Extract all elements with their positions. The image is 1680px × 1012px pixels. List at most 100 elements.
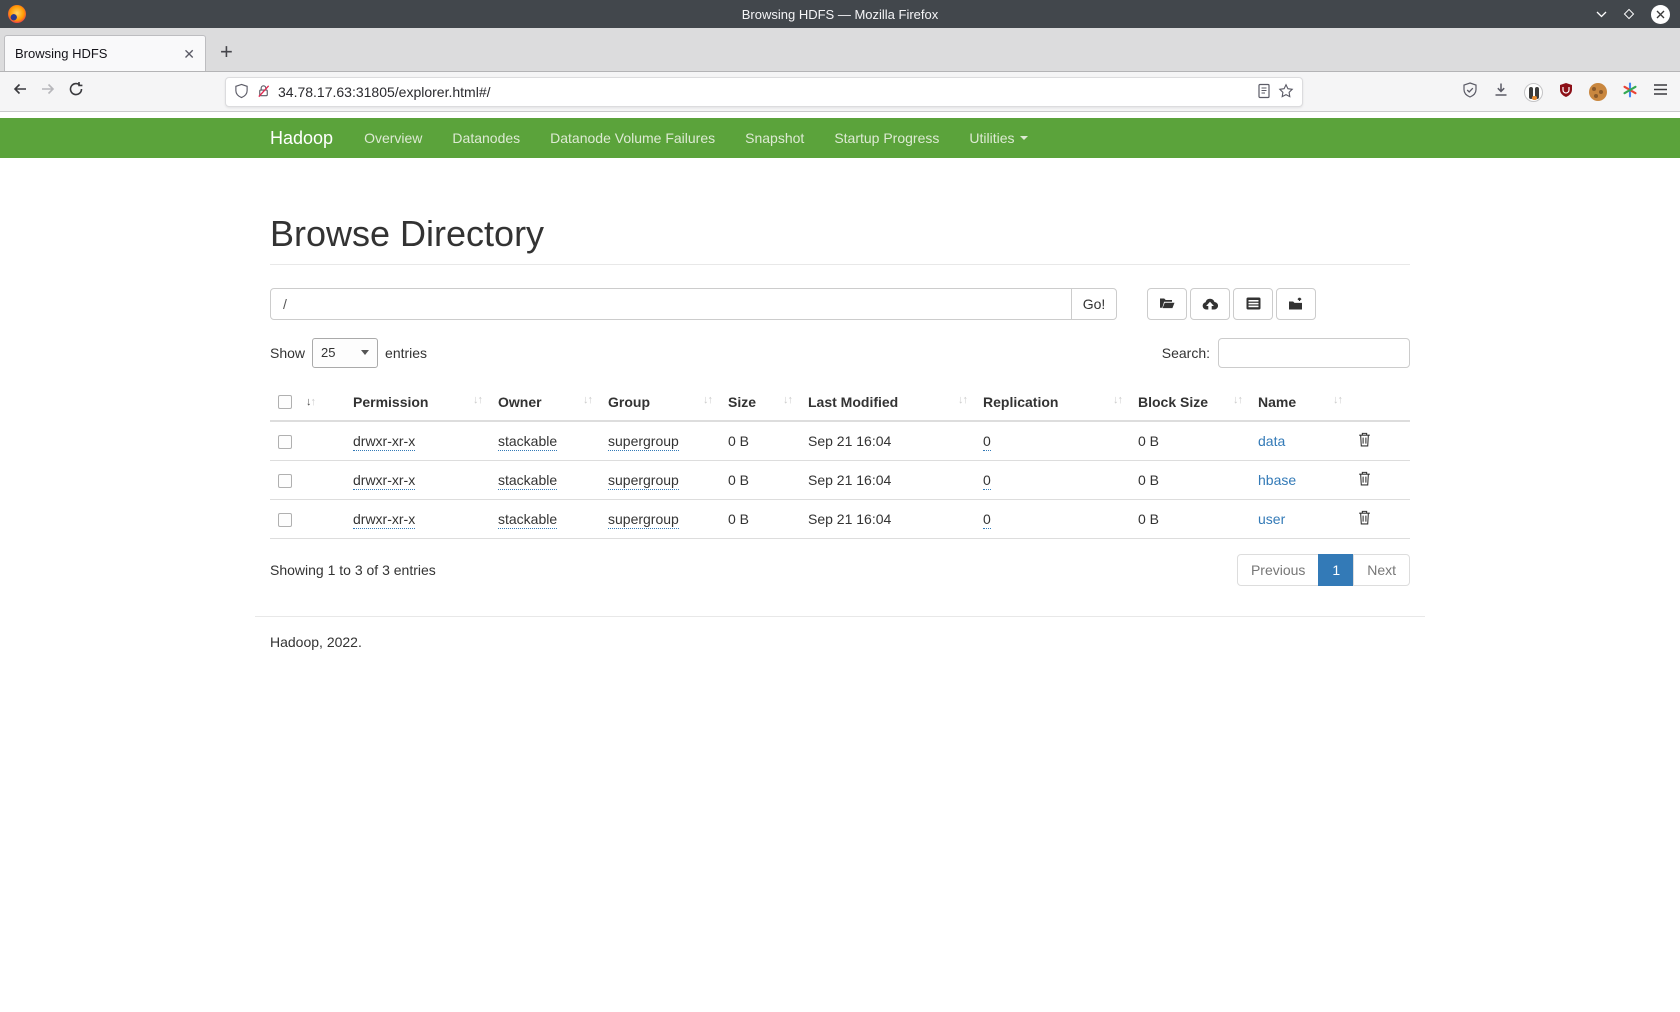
pagination-previous[interactable]: Previous	[1236, 553, 1320, 586]
extension-icon-colorful[interactable]	[1622, 82, 1638, 103]
entries-label: entries	[385, 344, 428, 361]
cookie-extension-icon[interactable]	[1589, 83, 1607, 101]
show-label: Show	[270, 344, 306, 361]
replication-editable[interactable]: 0	[983, 510, 991, 529]
owner-editable[interactable]: stackable	[498, 510, 558, 529]
sort-icon: ↓↑	[1113, 393, 1123, 406]
directory-link[interactable]: user	[1258, 510, 1286, 527]
column-header-last-modified[interactable]: Last Modified ↓↑	[800, 383, 975, 422]
tab-close-icon[interactable]: ✕	[183, 45, 195, 62]
sort-icon: ↓↑	[958, 393, 968, 406]
group-editable[interactable]: supergroup	[608, 432, 679, 451]
go-button[interactable]: Go!	[1071, 287, 1117, 320]
window-minimize-icon[interactable]	[1596, 11, 1607, 18]
size-cell: 0 B	[720, 498, 800, 539]
nav-item-overview[interactable]: Overview	[364, 130, 423, 146]
folder-open-button[interactable]	[1147, 287, 1187, 320]
column-header-permission[interactable]: Permission ↓↑	[345, 383, 490, 422]
new-tab-button[interactable]: +	[220, 39, 233, 64]
block-size-cell: 0 B	[1130, 498, 1250, 539]
footer-divider	[255, 615, 1425, 617]
column-header-block-size[interactable]: Block Size ↓↑	[1130, 383, 1250, 422]
sort-icon: ↓↑	[1333, 393, 1343, 406]
menu-hamburger-icon[interactable]	[1653, 83, 1668, 101]
sort-icon: ↓↑	[783, 393, 793, 406]
navbar-brand-hadoop[interactable]: Hadoop	[270, 127, 334, 148]
url-text[interactable]: 34.78.17.63:31805/explorer.html#/	[278, 84, 491, 100]
sort-icon: ↓↑	[306, 395, 316, 408]
column-header-replication[interactable]: Replication ↓↑	[975, 383, 1130, 422]
permission-editable[interactable]: drwxr-xr-x	[353, 510, 416, 529]
directory-path-input[interactable]	[270, 287, 1072, 320]
directory-link[interactable]: data	[1258, 432, 1286, 449]
pagination-page-1[interactable]: 1	[1318, 553, 1355, 586]
create-directory-button[interactable]	[1276, 287, 1316, 320]
url-bar[interactable]: 34.78.17.63:31805/explorer.html#/	[225, 77, 1303, 107]
ublock-origin-icon[interactable]	[1558, 82, 1574, 103]
modified-cell: Sep 21 16:04	[800, 420, 975, 461]
table-header-row: ↓↑ Permission ↓↑ Owner ↓↑ Group ↓↑ Size ↓↑ L…	[270, 383, 1410, 422]
nav-item-startup-progress[interactable]: Startup Progress	[834, 130, 940, 146]
row-checkbox[interactable]	[278, 512, 292, 527]
reload-icon[interactable]	[68, 81, 84, 102]
directory-link[interactable]: hbase	[1258, 471, 1297, 488]
column-header-size[interactable]: Size ↓↑	[720, 383, 800, 422]
lock-insecure-icon[interactable]	[256, 83, 271, 102]
block-size-cell: 0 B	[1130, 420, 1250, 461]
modified-cell: Sep 21 16:04	[800, 498, 975, 539]
delete-trash-icon[interactable]	[1358, 471, 1371, 489]
cloud-upload-icon	[1202, 298, 1218, 310]
select-caret-icon	[361, 350, 370, 356]
nav-item-utilities[interactable]: Utilities	[954, 130, 1042, 146]
search-label: Search:	[1161, 344, 1210, 361]
browser-tab[interactable]: Browsing HDFS ✕	[4, 35, 206, 71]
owner-editable[interactable]: stackable	[498, 471, 558, 490]
permission-editable[interactable]: drwxr-xr-x	[353, 471, 416, 490]
file-list-button[interactable]	[1233, 287, 1273, 320]
forward-icon[interactable]	[40, 81, 56, 102]
chevron-down-icon	[1019, 136, 1028, 140]
extension-icon-badger[interactable]	[1524, 82, 1543, 102]
delete-trash-icon[interactable]	[1358, 432, 1371, 450]
reader-mode-icon[interactable]	[1257, 83, 1271, 102]
column-header-name[interactable]: Name ↓↑	[1250, 383, 1350, 422]
nav-item-snapshot[interactable]: Snapshot	[745, 130, 805, 146]
back-icon[interactable]	[12, 81, 28, 102]
row-checkbox[interactable]	[278, 434, 292, 449]
window-close-icon[interactable]	[1651, 4, 1670, 24]
column-header-owner[interactable]: Owner ↓↑	[490, 383, 600, 422]
delete-trash-icon[interactable]	[1358, 510, 1371, 528]
group-editable[interactable]: supergroup	[608, 471, 679, 490]
page-title: Browse Directory	[270, 213, 545, 254]
downloads-icon[interactable]	[1493, 82, 1509, 103]
row-checkbox[interactable]	[278, 473, 292, 488]
firefox-logo-icon	[8, 5, 26, 23]
protections-shield-icon[interactable]	[1462, 81, 1478, 103]
upload-files-button[interactable]	[1190, 287, 1230, 320]
page-size-select[interactable]: 25	[312, 337, 379, 368]
nav-item-datanode-volume-failures[interactable]: Datanode Volume Failures	[550, 130, 716, 146]
shield-icon[interactable]	[234, 83, 249, 102]
tab-title: Browsing HDFS	[15, 46, 108, 61]
nav-item-datanodes[interactable]: Datanodes	[452, 130, 521, 146]
modified-cell: Sep 21 16:04	[800, 459, 975, 500]
search-input[interactable]	[1218, 337, 1410, 368]
window-maximize-icon[interactable]	[1623, 8, 1635, 20]
bookmark-star-icon[interactable]	[1278, 83, 1294, 102]
select-all-checkbox[interactable]	[278, 394, 292, 409]
owner-editable[interactable]: stackable	[498, 432, 558, 451]
column-header-group[interactable]: Group ↓↑	[600, 383, 720, 422]
sort-icon: ↓↑	[473, 393, 483, 406]
pagination-next[interactable]: Next	[1353, 553, 1410, 586]
title-divider	[270, 263, 1410, 265]
window-titlebar: Browsing HDFS — Mozilla Firefox	[0, 0, 1680, 28]
sort-icon: ↓↑	[703, 393, 713, 406]
size-cell: 0 B	[720, 420, 800, 461]
table-row: drwxr-xr-x stackable supergroup 0 B Sep …	[270, 498, 1410, 539]
group-editable[interactable]: supergroup	[608, 510, 679, 529]
replication-editable[interactable]: 0	[983, 432, 991, 451]
list-alt-icon	[1246, 297, 1260, 310]
select-all-header[interactable]: ↓↑	[270, 383, 345, 422]
permission-editable[interactable]: drwxr-xr-x	[353, 432, 416, 451]
replication-editable[interactable]: 0	[983, 471, 991, 490]
